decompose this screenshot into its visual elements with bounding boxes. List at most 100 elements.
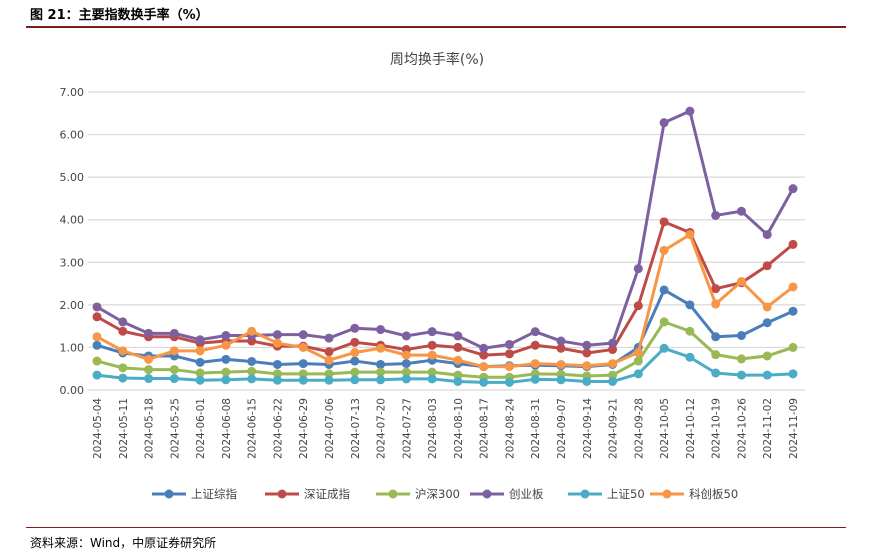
data-point: [479, 362, 489, 372]
data-point: [711, 332, 721, 342]
data-point: [118, 326, 128, 336]
data-point: [298, 375, 308, 385]
data-point: [762, 302, 772, 312]
data-point: [324, 355, 334, 365]
data-point: [556, 343, 566, 353]
x-tick-label: 2024-07-06: [324, 398, 336, 459]
data-point: [711, 284, 721, 294]
x-tick-label: 2024-10-19: [711, 398, 723, 459]
x-tick-label: 2024-06-22: [272, 398, 284, 459]
data-point: [736, 370, 746, 380]
data-point: [556, 336, 566, 346]
data-point: [350, 375, 360, 385]
data-point: [427, 327, 437, 337]
data-point: [762, 230, 772, 240]
x-tick-label: 2024-07-13: [350, 398, 362, 459]
data-point: [298, 369, 308, 379]
data-point: [298, 359, 308, 369]
data-point: [633, 301, 643, 311]
x-tick-label: 2024-05-04: [92, 398, 104, 459]
data-point: [324, 333, 334, 343]
data-point: [530, 340, 540, 350]
data-point: [685, 300, 695, 310]
y-tick-label: 0.00: [60, 384, 85, 397]
data-point: [144, 328, 154, 338]
data-point: [350, 356, 360, 366]
data-point: [169, 346, 179, 356]
chart-title: 周均换手率(%): [390, 51, 484, 68]
data-point: [376, 359, 386, 369]
data-point: [118, 346, 128, 356]
data-point: [633, 369, 643, 379]
data-point: [530, 327, 540, 337]
data-point: [92, 332, 102, 342]
data-point: [324, 375, 334, 385]
x-tick-label: 2024-10-12: [685, 398, 697, 459]
data-point: [633, 356, 643, 366]
data-point: [272, 330, 282, 340]
data-point: [711, 299, 721, 309]
data-point: [221, 354, 231, 364]
data-point: [453, 376, 463, 386]
data-point: [762, 318, 772, 328]
data-point: [659, 245, 669, 255]
data-point: [401, 374, 411, 384]
data-point: [92, 312, 102, 322]
data-point: [92, 370, 102, 380]
data-point: [195, 346, 205, 356]
data-point: [659, 317, 669, 327]
data-point: [685, 352, 695, 362]
data-point: [427, 374, 437, 384]
data-point: [350, 367, 360, 377]
data-point: [736, 276, 746, 286]
data-point: [144, 354, 154, 364]
legend-marker: [388, 489, 398, 499]
data-point: [401, 359, 411, 369]
data-point: [247, 356, 257, 366]
data-point: [788, 282, 798, 292]
data-point: [762, 370, 772, 380]
series-line-0: [96, 288, 794, 369]
data-point: [221, 375, 231, 385]
data-point: [247, 366, 257, 376]
data-point: [608, 338, 618, 348]
y-tick-label: 6.00: [60, 129, 85, 142]
x-tick-label: 2024-08-17: [479, 398, 491, 459]
data-point: [659, 118, 669, 128]
footer-divider: [26, 527, 846, 528]
x-tick-label: 2024-08-31: [530, 398, 542, 459]
data-point: [169, 365, 179, 375]
data-point: [195, 368, 205, 378]
data-point: [504, 377, 514, 387]
data-point: [144, 374, 154, 384]
data-point: [582, 361, 592, 371]
figure-title: 图 21：主要指数换手率（%）: [30, 8, 209, 23]
series-line-2: [96, 320, 794, 379]
x-tick-label: 2024-09-28: [633, 398, 645, 459]
data-point: [221, 367, 231, 377]
data-point: [608, 376, 618, 386]
x-tick-label: 2024-05-25: [169, 398, 181, 459]
legend-label: 上证综指: [191, 487, 237, 501]
x-tick-label: 2024-08-24: [504, 398, 516, 459]
x-tick-label: 2024-09-07: [556, 398, 568, 459]
legend-label: 创业板: [509, 487, 544, 501]
data-point: [788, 306, 798, 316]
data-point: [711, 350, 721, 360]
legend-marker: [580, 489, 590, 499]
x-tick-label: 2024-06-15: [247, 398, 259, 459]
data-point: [736, 331, 746, 341]
source-note: 资料来源：Wind，中原证券研究所: [30, 536, 217, 550]
x-tick-label: 2024-05-18: [144, 398, 156, 459]
data-point: [376, 343, 386, 353]
data-point: [788, 342, 798, 352]
data-point: [530, 374, 540, 384]
legend-marker: [164, 489, 174, 499]
data-point: [272, 369, 282, 379]
data-point: [221, 340, 231, 350]
y-tick-label: 1.00: [60, 341, 85, 354]
data-point: [376, 375, 386, 385]
x-tick-label: 2024-06-01: [195, 398, 207, 459]
data-point: [350, 337, 360, 347]
data-point: [195, 375, 205, 385]
